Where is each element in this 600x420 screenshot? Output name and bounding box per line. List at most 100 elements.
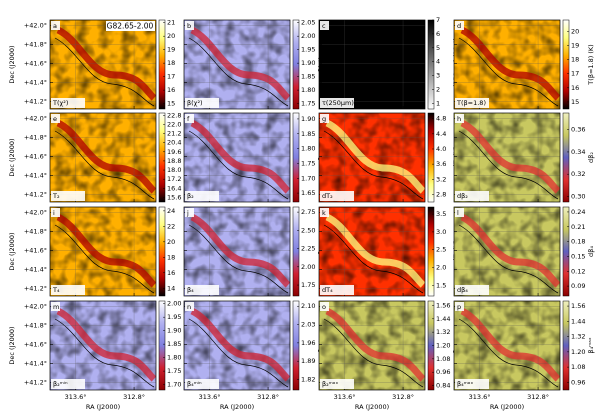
cbar-tick-label: 0.18 [571, 238, 585, 246]
cbar-tick-label: 1.08 [436, 355, 450, 363]
panel-letter: c [322, 22, 326, 30]
colorbar [158, 206, 166, 297]
cbar-tick-label: 0.21 [571, 223, 585, 231]
contour [54, 130, 155, 200]
cbar-tick-label: 1.96 [301, 339, 315, 347]
label-box [320, 191, 354, 201]
y-tick-label: +41.6° [24, 247, 47, 255]
cbar-tick-label: 18 [571, 56, 579, 64]
panel-label: T(β=1.8) [456, 99, 486, 107]
cbar-tick-label: 6 [436, 30, 440, 38]
cbar-tick-label: 1.90 [167, 327, 181, 335]
contour [188, 130, 289, 200]
cbar-tick-label: 22.0 [167, 120, 181, 128]
x-axis-label: RA (J2000) [490, 403, 524, 411]
letter-box [51, 302, 60, 311]
colorbar [562, 300, 570, 391]
x-tick-label: 313.6° [334, 393, 356, 401]
colorbar [292, 206, 300, 297]
cbar-tick-label: 1.89 [301, 357, 315, 365]
panel-letter: p [457, 303, 461, 311]
panel: +42.0° +41.8° +41.6° +41.4° +41.2° e T₂ Dec (J2… [8, 111, 191, 203]
y-tick-label: +41.4° [24, 265, 47, 273]
panel-frame [318, 206, 426, 297]
contour [54, 318, 155, 388]
cbar-tick-label: 2.03 [301, 321, 315, 329]
panel-label: T₂ [52, 192, 60, 200]
y-tick-label: +42.0° [24, 209, 47, 217]
map-image [50, 20, 156, 109]
panel-letter: d [457, 22, 461, 30]
x-tick-label: 313.6° [469, 393, 491, 401]
region-box [106, 21, 155, 31]
letter-box [455, 302, 464, 311]
cbar-tick-label: 1.70 [301, 174, 315, 182]
map-ridge [190, 213, 290, 288]
cbar-tick-label: 18.0 [167, 166, 181, 174]
cbar-tick-label: 20 [167, 238, 175, 246]
label-box [455, 191, 489, 201]
cbar-tick-label: 1.85 [301, 73, 315, 81]
map-ridge [56, 213, 156, 288]
cbar-tick-label: 0.09 [571, 282, 585, 290]
map-ridge [325, 307, 425, 382]
panel-frame [49, 112, 157, 203]
cbar-tick-label: 4 [436, 58, 440, 66]
y-tick-label: +41.2° [24, 97, 47, 105]
cbar-tick-label: 16 [571, 84, 579, 92]
cbar-tick-label: 2.5 [436, 246, 446, 254]
cbar-tick-label: 4.0 [436, 145, 446, 153]
cbar-tick-label: 15 [571, 98, 579, 106]
contour [323, 130, 424, 200]
label-box [51, 98, 85, 108]
map-image [319, 20, 425, 109]
y-tick-label: +41.4° [24, 171, 47, 179]
colorbar [427, 19, 435, 110]
label-box [185, 191, 219, 201]
cbar-tick-label: 1.82 [301, 376, 315, 384]
colorbar [562, 112, 570, 203]
map-ridge [460, 26, 560, 101]
y-tick-label: +41.2° [24, 190, 47, 198]
x-axis-label: RA (J2000) [355, 403, 389, 411]
cbar-tick-label: 1.56 [571, 302, 585, 310]
x-tick-label: 312.8° [123, 393, 145, 401]
contour [458, 130, 559, 200]
map-image [454, 113, 560, 202]
y-tick-label: +41.8° [24, 41, 47, 49]
cbar-tick-label: 2.05 [301, 19, 315, 27]
y-axis-label: Dec (J2000) [8, 138, 16, 176]
map-ridge [325, 213, 425, 288]
y-tick-label: +41.8° [24, 228, 47, 236]
y-tick-label: +41.2° [24, 378, 47, 386]
cbar-tick-label: 7 [436, 16, 440, 24]
panel-frame [183, 206, 291, 297]
cbar-label: β₄ᵐᵃˣ [587, 337, 595, 353]
panel: d T(β=1.8) 15 16 17 18 19 20 T(β=1.8) (K) [453, 19, 595, 110]
label-box [320, 98, 354, 108]
cbar-tick-label: 22.8 [167, 111, 181, 119]
contour [54, 224, 155, 294]
cbar-tick-label: 1.20 [571, 348, 585, 356]
y-tick-label: +41.4° [24, 78, 47, 86]
map-ridge [460, 213, 560, 288]
letter-box [455, 208, 464, 217]
contour [323, 37, 424, 107]
panel-label: τ(250µm) [322, 99, 354, 107]
cbar-tick-label: 1.90 [301, 115, 315, 123]
cbar-tick-label: 20 [571, 27, 579, 35]
colorbar [562, 206, 570, 297]
map-ridge [56, 307, 156, 382]
letter-box [51, 114, 60, 123]
map-image [319, 301, 425, 390]
x-tick-label: 313.6° [65, 393, 87, 401]
cbar-tick-label: 24 [167, 207, 175, 215]
map-image [319, 207, 425, 296]
colorbar [292, 19, 300, 110]
panel-label: T₄ [52, 286, 60, 294]
x-tick-label: 313.6° [199, 393, 221, 401]
cbar-tick-label: 3.5 [436, 210, 446, 218]
y-tick-label: +41.6° [24, 60, 47, 68]
cbar-tick-label: 2.00 [301, 263, 315, 271]
map-ridge [56, 26, 156, 101]
